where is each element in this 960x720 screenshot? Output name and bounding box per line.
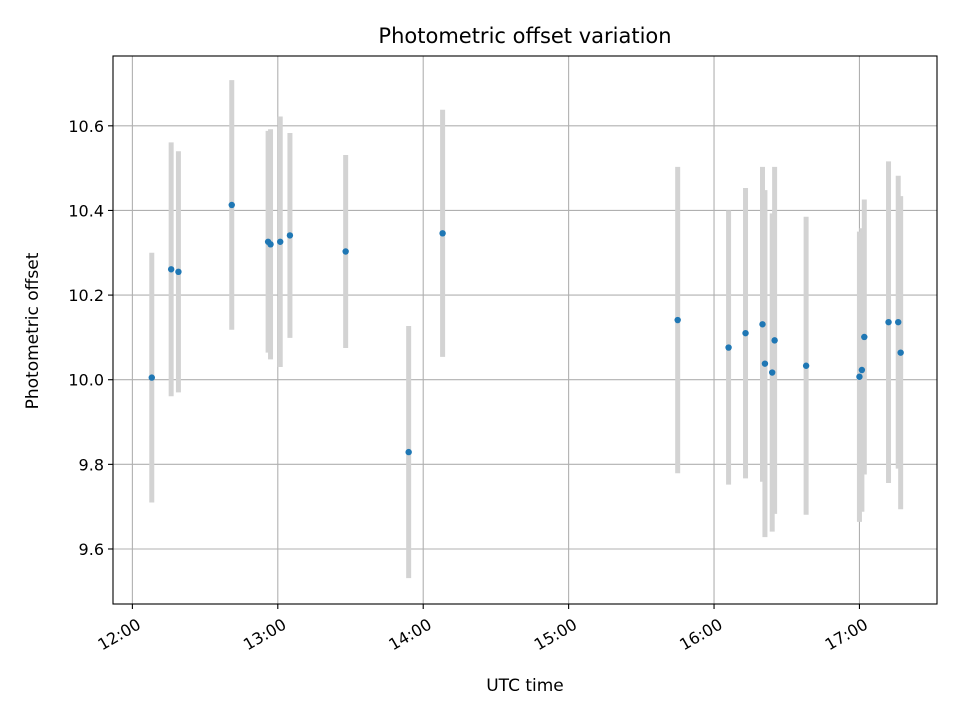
data-point bbox=[439, 230, 446, 237]
data-points bbox=[148, 201, 904, 456]
y-tick-label: 9.6 bbox=[79, 540, 104, 559]
data-point bbox=[148, 374, 155, 381]
x-tick-label: 14:00 bbox=[385, 615, 434, 655]
data-point bbox=[895, 318, 902, 326]
y-tick-label: 10.2 bbox=[68, 286, 104, 305]
data-point bbox=[802, 362, 810, 369]
data-point bbox=[342, 248, 349, 255]
x-tick-label: 12:00 bbox=[95, 615, 144, 655]
data-point bbox=[267, 241, 274, 248]
y-tick-label: 10.0 bbox=[68, 371, 104, 390]
data-point bbox=[175, 268, 182, 276]
error-bars bbox=[149, 80, 904, 579]
x-tick-label: 13:00 bbox=[240, 615, 289, 655]
data-point bbox=[897, 349, 904, 356]
y-tick-label: 10.6 bbox=[68, 117, 104, 136]
x-axis: 12:00 13:00 14:00 15:00 16:00 17:00 bbox=[95, 604, 871, 654]
data-point bbox=[885, 318, 892, 326]
data-point bbox=[167, 266, 175, 273]
data-point bbox=[759, 321, 766, 328]
data-point bbox=[761, 360, 769, 367]
data-point bbox=[228, 201, 235, 209]
y-tick-label: 10.4 bbox=[68, 201, 104, 220]
plot-frame bbox=[112, 55, 938, 605]
data-point bbox=[769, 369, 776, 376]
data-point bbox=[405, 448, 412, 456]
data-point bbox=[674, 316, 681, 324]
data-point bbox=[742, 329, 749, 337]
x-tick-label: 15:00 bbox=[531, 615, 580, 655]
data-point bbox=[771, 337, 778, 344]
x-tick-label: 16:00 bbox=[676, 615, 725, 655]
x-axis-label: UTC time bbox=[486, 676, 564, 696]
x-tick-label: 17:00 bbox=[822, 615, 871, 655]
chart-title: Photometric offset variation bbox=[378, 24, 671, 48]
grid bbox=[113, 56, 937, 604]
data-point bbox=[286, 232, 294, 239]
data-point bbox=[277, 238, 284, 245]
data-point bbox=[861, 333, 868, 341]
data-point bbox=[858, 366, 866, 374]
y-axis-label: Photometric offset bbox=[23, 252, 43, 409]
y-axis: 9.6 9.8 10.0 10.2 10.4 10.6 bbox=[68, 117, 113, 559]
data-point bbox=[725, 344, 732, 351]
data-point bbox=[856, 373, 863, 380]
y-tick-label: 9.8 bbox=[79, 455, 104, 474]
